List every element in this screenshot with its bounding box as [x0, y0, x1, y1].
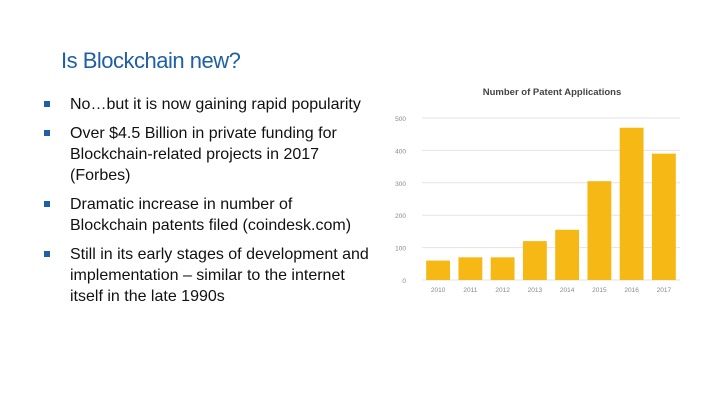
bar-2011	[458, 257, 483, 280]
chart-y-tick-labels: 0 100 200 300 400 500	[395, 116, 406, 285]
x-tick-label: 2013	[528, 287, 543, 294]
y-tick-label: 100	[395, 246, 406, 253]
y-tick-label: 200	[395, 213, 406, 220]
y-tick-label: 300	[395, 181, 406, 188]
bullet-item: No…but it is now gaining rapid popularit…	[44, 94, 374, 115]
bullet-text: Dramatic increase in number of Blockchai…	[70, 196, 352, 234]
bullet-text: Over $4.5 Billion in private funding for…	[70, 125, 337, 184]
bullet-item: Over $4.5 Billion in private funding for…	[44, 123, 374, 186]
x-tick-label: 2010	[431, 287, 446, 294]
x-tick-label: 2017	[657, 287, 672, 294]
bar-chart: Number of Patent Applications 0 100 200 300…	[395, 87, 680, 294]
square-bullet-icon	[44, 251, 50, 257]
bar-2015	[587, 181, 612, 280]
bullet-text: Still in its early stages of development…	[70, 246, 369, 305]
bar-2014	[555, 229, 580, 280]
bar-2010	[426, 260, 451, 280]
bullet-text: No…but it is now gaining rapid popularit…	[70, 96, 361, 113]
slide-title: Is Blockchain new?	[61, 48, 241, 73]
bar-2017	[651, 153, 676, 280]
x-tick-label: 2015	[592, 287, 607, 294]
bar-2012	[490, 257, 515, 280]
chart-title: Number of Patent Applications	[483, 87, 621, 98]
patent-applications-chart: Number of Patent Applications 0 100 200 300…	[368, 80, 688, 300]
y-tick-label: 500	[395, 116, 406, 123]
chart-bars	[426, 127, 676, 280]
square-bullet-icon	[44, 130, 50, 136]
y-tick-label: 0	[402, 278, 406, 285]
x-tick-label: 2014	[560, 287, 575, 294]
chart-x-tick-labels: 2010 2011 2012 2013 2014 2015 2016 2017	[431, 287, 672, 294]
bullet-item: Still in its early stages of development…	[44, 244, 374, 307]
bar-2013	[522, 241, 547, 280]
bullet-item: Dramatic increase in number of Blockchai…	[44, 194, 374, 236]
x-tick-label: 2011	[463, 287, 477, 294]
bar-2016	[619, 127, 644, 280]
x-tick-label: 2012	[495, 287, 510, 294]
bullet-list: No…but it is now gaining rapid popularit…	[44, 94, 374, 315]
square-bullet-icon	[44, 101, 50, 107]
square-bullet-icon	[44, 201, 50, 207]
y-tick-label: 400	[395, 148, 406, 155]
x-tick-label: 2016	[624, 287, 639, 294]
